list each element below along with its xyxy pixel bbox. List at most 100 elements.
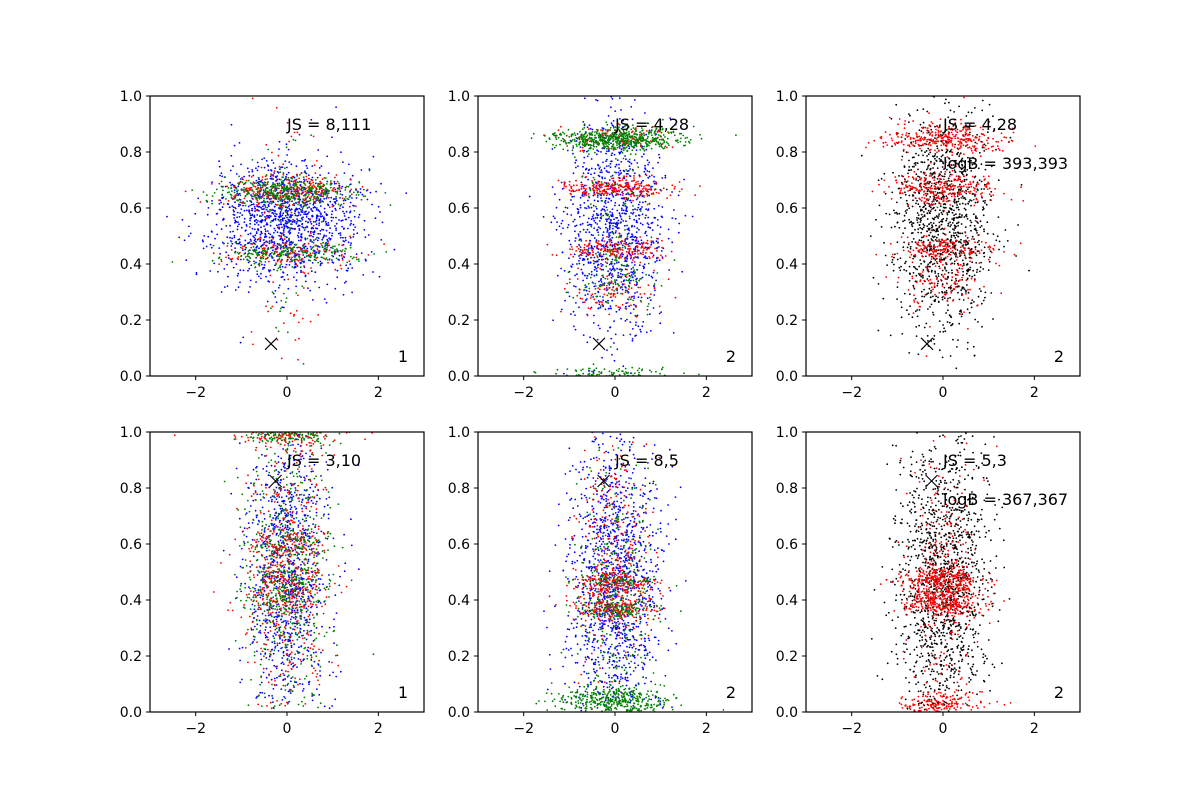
data-point [281,166,284,169]
data-point [343,212,346,215]
data-point [326,214,329,216]
data-point [314,172,317,175]
data-point [331,232,334,235]
data-point [658,246,660,248]
data-point [302,271,304,273]
data-point [269,194,272,197]
data-point [260,188,262,191]
data-point [320,182,323,185]
data-point [622,143,625,146]
data-point [338,243,340,246]
data-point [586,298,588,300]
data-point [300,204,302,206]
data-point [640,134,643,137]
data-point [310,182,312,185]
data-point [242,249,244,252]
data-point [612,227,614,230]
data-point [294,261,296,263]
data-point [595,245,598,248]
data-point [349,236,352,239]
data-point [218,199,221,202]
data-point [607,145,609,148]
data-point [564,299,566,302]
data-point [297,236,300,239]
data-point [322,253,325,256]
data-point [659,372,661,375]
data-point [315,207,318,210]
data-point [654,261,657,263]
data-point [265,235,268,238]
data-point [583,145,586,148]
data-point [594,151,596,154]
data-point [631,130,634,133]
data-point [294,266,297,269]
data-point [605,197,608,200]
data-point [239,178,242,180]
data-point [596,247,598,249]
data-point [255,182,258,185]
data-point [333,182,336,185]
data-point [314,271,317,274]
data-point [242,178,244,181]
data-point [583,301,586,304]
data-point [281,232,284,235]
data-point [310,254,313,257]
data-point [638,249,640,252]
data-point [310,134,312,137]
data-point [171,261,174,263]
data-point [328,244,331,247]
data-point [610,241,613,244]
data-point [641,276,644,279]
data-point [248,260,251,263]
data-point [255,231,258,233]
data-point [590,173,592,176]
data-point [563,287,566,290]
data-point [275,198,278,201]
data-point [280,196,282,198]
data-point [283,292,285,295]
data-point [641,243,644,246]
data-point [308,197,311,200]
data-point [312,181,314,184]
data-point [617,184,620,187]
data-point [254,185,257,188]
data-point [335,182,338,185]
data-point [227,200,230,202]
data-point [334,200,337,203]
data-point [606,194,608,197]
data-point [285,263,288,266]
data-point [599,227,602,230]
data-point [312,231,314,234]
data-point [558,225,561,228]
data-point [610,307,612,310]
data-point [263,250,266,252]
data-point [610,154,613,157]
data-point [296,218,298,221]
data-point [301,159,303,162]
data-point [608,286,611,289]
data-point [596,228,599,231]
data-point [280,299,283,302]
data-point [274,217,277,220]
data-point [644,232,646,235]
data-point [585,176,588,178]
data-point [247,191,250,194]
data-point [596,192,599,195]
data-point [617,252,620,254]
data-point [646,130,648,132]
data-point [241,214,244,217]
data-point [659,129,662,132]
data-point [251,189,254,192]
corner-label: 1 [398,347,408,366]
data-point [222,189,224,192]
data-point [608,313,611,316]
data-point [283,202,286,205]
data-point [605,226,607,229]
data-point [611,353,613,356]
data-point [597,291,600,294]
data-point [341,219,344,222]
data-point [627,183,630,186]
data-point [615,192,618,195]
data-point [572,184,575,187]
data-point [293,221,296,224]
